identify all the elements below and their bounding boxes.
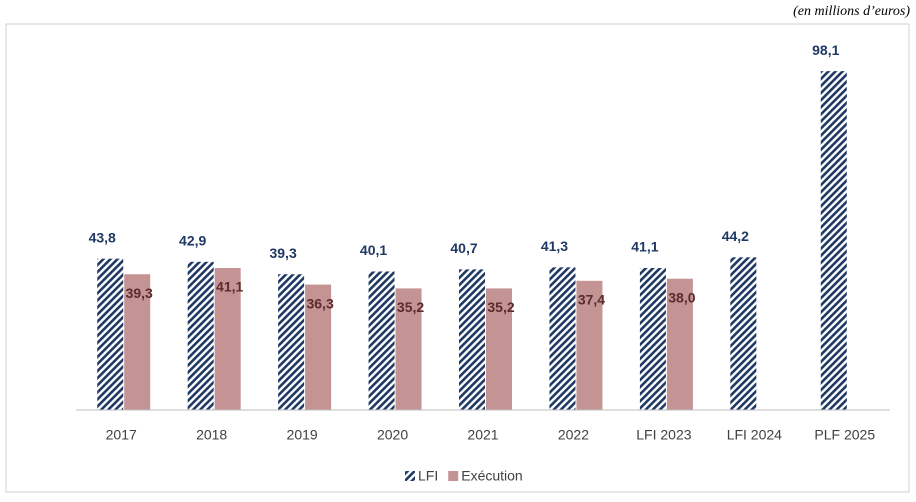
data-label: 40,1 (360, 242, 387, 258)
x-tick-label: 2022 (558, 427, 589, 443)
bar (124, 274, 151, 410)
data-label: 35,2 (397, 299, 424, 315)
bar (368, 271, 395, 410)
data-label: 36,3 (306, 295, 333, 311)
x-tick-label: PLF 2025 (814, 427, 875, 443)
bar (549, 267, 576, 410)
bar (278, 274, 305, 410)
data-label: 41,3 (541, 238, 568, 254)
x-tick-label: 2019 (287, 427, 318, 443)
bar (305, 284, 332, 410)
legend-swatch (405, 471, 415, 481)
data-label: 43,8 (89, 229, 116, 245)
data-label: 35,2 (487, 299, 514, 315)
data-label: 41,1 (631, 239, 658, 255)
bar (97, 258, 124, 410)
subtitle: (en millions d’euros) (793, 4, 910, 19)
bar (214, 268, 241, 410)
legend-label: Exécution (461, 468, 522, 484)
data-label: 39,3 (126, 285, 153, 301)
bar (666, 278, 693, 410)
data-label: 39,3 (269, 245, 296, 261)
x-tick-label: 2018 (196, 427, 227, 443)
data-label: 42,9 (179, 233, 206, 249)
bar (820, 71, 847, 410)
x-tick-label: 2021 (467, 427, 498, 443)
bar (395, 288, 422, 410)
data-label: 41,1 (216, 279, 243, 295)
data-label: 38,0 (668, 289, 695, 305)
data-label: 98,1 (812, 42, 839, 58)
bar (730, 257, 757, 410)
bar (576, 280, 603, 410)
x-tick-label: 2020 (377, 427, 408, 443)
x-tick-label: LFI 2023 (636, 427, 691, 443)
bar (187, 261, 214, 410)
data-label: 44,2 (722, 228, 749, 244)
x-tick-label: 2017 (106, 427, 137, 443)
legend-swatch (448, 471, 459, 481)
data-label: 37,4 (578, 292, 605, 308)
data-label: 40,7 (450, 240, 477, 256)
bar (459, 269, 485, 410)
bar (486, 288, 512, 410)
chart-frame (5, 23, 910, 493)
bar (639, 268, 666, 410)
legend-label: LFI (418, 468, 438, 484)
x-tick-label: LFI 2024 (727, 427, 782, 443)
